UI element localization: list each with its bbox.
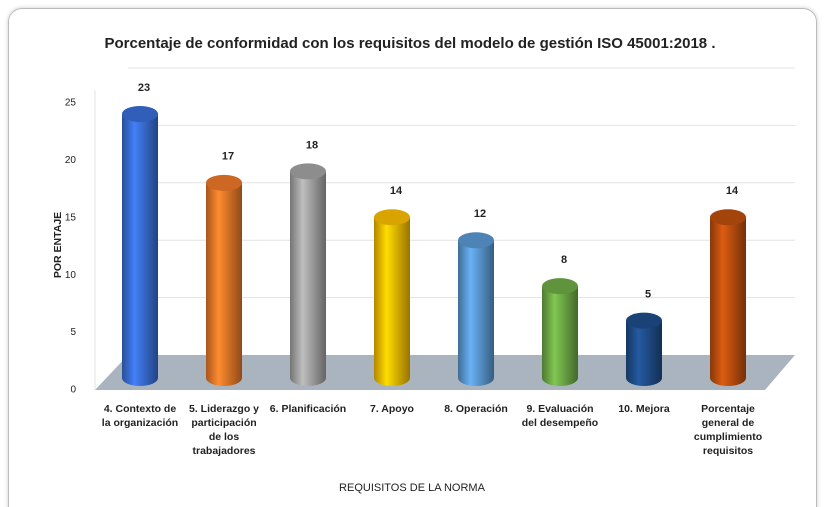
x-tick-label: 5. Liderazgo y participación de los trab… [188, 403, 260, 457]
y-tick-label: 0 [70, 385, 76, 396]
bar [206, 182, 242, 378]
y-tick-label: 5 [70, 327, 76, 338]
data-label: 14 [390, 185, 403, 197]
data-label: 12 [474, 208, 486, 220]
bar-top [710, 209, 746, 226]
bar-top [542, 278, 578, 295]
bar [290, 171, 326, 378]
y-tick-label: 15 [65, 212, 77, 223]
y-axis-label: POR ENTAJE [52, 212, 64, 278]
bar-top [122, 105, 158, 122]
data-label: 18 [306, 139, 318, 151]
bar [542, 286, 578, 378]
data-label: 23 [138, 82, 150, 94]
data-label: 14 [726, 185, 739, 197]
data-label: 17 [222, 151, 234, 163]
bar-top [206, 174, 242, 191]
x-tick-label: 4. Contexto de la organización [101, 403, 179, 429]
y-tick-label: 10 [65, 270, 77, 281]
bar [710, 217, 746, 378]
chart-title: Porcentaje de conformidad con los requis… [104, 35, 715, 52]
bar [626, 320, 662, 378]
y-tick-label: 25 [65, 98, 77, 109]
bar [458, 240, 494, 378]
bar-top [626, 312, 662, 329]
x-tick-label: 10. Mejora [618, 403, 670, 415]
floor [95, 355, 795, 390]
chart-frame [8, 8, 817, 507]
x-tick-label: 9. Evaluación del desempeño [521, 403, 599, 429]
bar-top [374, 209, 410, 226]
bar [374, 217, 410, 378]
x-tick-label: 7. Apoyo [370, 403, 414, 415]
data-label: 8 [561, 254, 567, 266]
x-tick-label: 6. Planificación [269, 403, 347, 415]
x-axis-label: REQUISITOS DE LA NORMA [339, 482, 486, 494]
bar-top [458, 232, 494, 249]
x-tick-label: Porcentaje general de cumplimiento requi… [693, 403, 763, 457]
data-label: 5 [645, 289, 651, 301]
x-tick-label: 8. Operación [444, 403, 508, 415]
bar-top [290, 163, 326, 180]
bar [122, 113, 158, 379]
y-tick-label: 20 [65, 155, 77, 166]
